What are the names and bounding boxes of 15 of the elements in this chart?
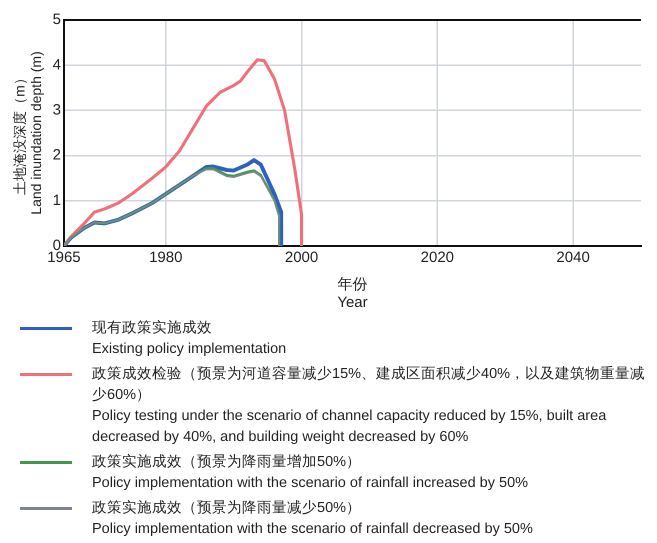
legend-label: 政策实施成效（预景为降雨量减少50%） Policy implementation with the scenario of rainfall decreased by 50% <box>92 498 534 539</box>
x-axis-title: 年份 Year <box>337 276 368 312</box>
legend-label: 现有政策实施成效 Existing policy implementation <box>92 318 288 359</box>
legend-label: 政策成效检验（预景为河道容量减少15%、建成区面积减少40%，以及建筑物重量减少60%） Policy testing under the scenario of channel capacity reduced by 15%, built area decreased by 40%, and building weight decreased by 60% <box>92 364 646 447</box>
legend-label: 政策实施成效（预景为降雨量增加50%） Policy implementation with the scenario of rainfall increased by 50% <box>92 452 530 493</box>
y-tick-label: 5 <box>52 11 61 28</box>
x-tick-label: 2040 <box>556 249 590 266</box>
x-tick-label: 1980 <box>149 249 182 266</box>
y-tick-label: 1 <box>52 192 61 209</box>
x-tick-label: 2020 <box>420 249 454 266</box>
x-tick-label: 2000 <box>284 249 318 266</box>
y-tick-label: 3 <box>52 102 61 119</box>
y-axis-title: 土地淹没深度（m） Land inundation depth (m) <box>11 51 44 215</box>
y-tick-label: 4 <box>52 56 61 74</box>
y-tick-label: 2 <box>52 146 61 164</box>
